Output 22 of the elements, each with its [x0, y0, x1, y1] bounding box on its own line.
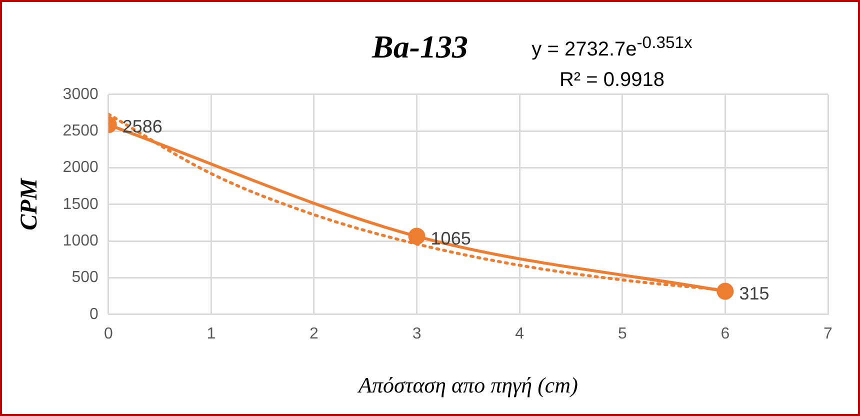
- y-tick-label: 0: [89, 306, 98, 323]
- x-axis-title: Απόσταση απο πηγή (cm): [356, 372, 578, 398]
- x-tick-label: 6: [720, 325, 730, 342]
- y-tick-label: 1500: [62, 196, 98, 213]
- x-tick-label: 4: [515, 325, 524, 342]
- data-label: 315: [739, 283, 770, 304]
- x-tick-label: 7: [824, 325, 833, 342]
- y-tick-label: 2500: [62, 122, 98, 140]
- x-tick-label: 0: [104, 325, 113, 342]
- x-tick-label: 5: [618, 325, 627, 342]
- text: R² = 0.9918: [558, 68, 666, 93]
- x-tick-label: 3: [412, 325, 422, 342]
- chart-title: Ba-133: [371, 28, 468, 64]
- x-tick-label: 2: [310, 325, 319, 342]
- y-tick-label: 3000: [62, 86, 98, 103]
- y-tick-label: 500: [72, 269, 98, 286]
- y-tick-label: 1000: [62, 232, 98, 250]
- y-axis-title: CPM: [16, 176, 43, 230]
- y-tick-label: 2000: [62, 159, 98, 176]
- text: y = 2732.7e$^{-0.351x}$: [530, 32, 694, 63]
- data-label: 1065: [430, 228, 471, 248]
- x-tick-label: 1: [206, 325, 216, 342]
